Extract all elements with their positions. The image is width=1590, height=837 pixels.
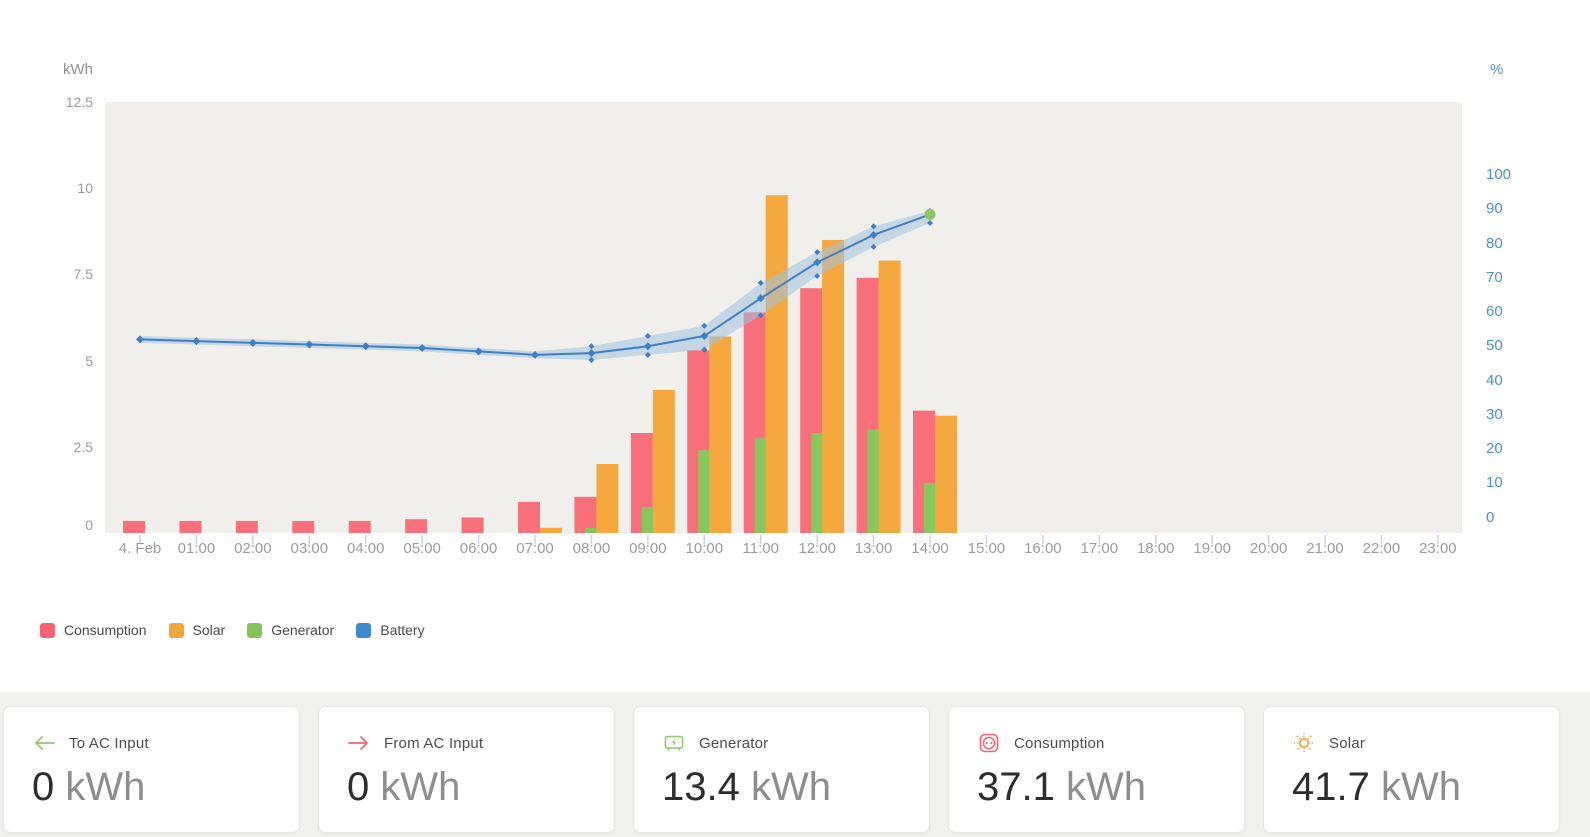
right-axis-tick: 10 [1486,474,1503,492]
right-axis-unit: % [1490,61,1504,78]
legend-item-solar[interactable]: Solar [168,622,226,638]
card-value-unit: kWh [54,765,146,809]
x-axis-label: 18:00 [1136,540,1175,557]
right-axis-tick: 100 [1486,166,1512,183]
card-value: 13.4 kWh [662,765,929,810]
card-label: Solar [1329,734,1366,752]
arrow-left-icon [32,731,56,755]
legend-swatch [356,622,372,638]
generator-icon [662,731,686,755]
battery-band [140,210,931,360]
x-axis-label: 04:00 [346,540,385,557]
x-axis-label: 23:00 [1419,540,1457,557]
x-axis-label: 22:00 [1362,540,1401,557]
right-axis-tick: 60 [1486,303,1503,320]
right-axis-tick: 30 [1486,405,1503,423]
card-value-unit: kWh [369,765,461,809]
x-axis-label: 03:00 [290,540,329,557]
x-axis-label: 08:00 [572,540,611,557]
card-label: From AC Input [384,734,484,752]
x-axis-label: 15:00 [967,540,1006,557]
left-axis-tick: 0 [85,517,93,533]
legend-label: Consumption [64,622,147,638]
left-axis-tick: 7.5 [73,266,93,282]
x-axis-label: 4. Feb [118,540,162,557]
x-axis-label: 16:00 [1024,540,1062,557]
card-value-number: 41.7 [1292,765,1370,809]
x-axis-label: 07:00 [516,540,554,557]
x-axis-label: 11:00 [742,540,779,557]
right-axis-tick: 40 [1486,371,1503,389]
legend-swatch [168,622,184,638]
legend-label: Generator [271,622,335,638]
x-axis-label: 02:00 [234,540,272,557]
socket-icon [977,731,1001,755]
x-axis-label: 06:00 [459,540,498,557]
card-label: Consumption [1014,734,1105,752]
x-axis-label: 20:00 [1249,540,1288,557]
x-axis-label: 19:00 [1193,540,1231,557]
summary-card-to-ac-input: To AC Input 0 kWh [3,706,300,833]
summary-cards-strip: To AC Input 0 kWh From AC Input 0 kWh Genera… [0,692,1590,837]
right-axis-tick: 20 [1486,440,1503,457]
card-value: 37.1 kWh [977,765,1244,810]
chart-legend: Consumption Solar Generator Battery [40,622,425,638]
summary-card-generator: Generator 13.4 kWh [633,706,930,833]
x-axis-label: 01:00 [177,540,216,557]
legend-swatch [247,622,263,638]
legend-item-consumption[interactable]: Consumption [40,622,147,638]
summary-card-from-ac-input: From AC Input 0 kWh [318,706,615,833]
left-axis-unit: kWh [63,61,93,78]
left-axis-tick: 2.5 [73,439,93,455]
summary-card-solar: Solar 41.7 kWh [1263,706,1560,833]
summary-card-consumption: Consumption 37.1 kWh [948,706,1245,833]
energy-overview-chart: kWh % 12.5 10 7.5 5 2.5 0 100 90 80 70 60 50 40 30 20… [40,61,1512,638]
card-value-unit: kWh [739,765,831,809]
battery-markers [136,207,934,363]
chart-canvas[interactable] [105,102,1462,550]
legend-item-generator[interactable]: Generator [247,622,334,638]
x-axis-label: 05:00 [403,540,441,557]
card-label: To AC Input [69,734,149,752]
left-axis-tick: 12.5 [65,94,93,110]
x-axis-label: 21:00 [1306,540,1344,557]
right-axis-tick: 80 [1486,234,1503,252]
left-axis-tick: 10 [77,180,93,196]
card-value-number: 0 [32,765,55,809]
right-axis-tick: 0 [1486,508,1495,526]
left-axis-tick: 5 [85,353,93,369]
card-value-unit: kWh [1054,765,1146,809]
x-axis-label: 13:00 [854,540,893,557]
sun-icon [1292,731,1316,755]
right-axis-tick: 90 [1486,200,1503,218]
plot-area[interactable] [105,102,1462,544]
legend-item-battery[interactable]: Battery [356,622,425,638]
card-value-unit: kWh [1369,765,1461,809]
x-axis-label: 17:00 [1080,540,1119,557]
x-axis-ticks [139,535,1439,544]
arrow-right-icon [347,731,371,755]
card-value-number: 37.1 [977,765,1055,809]
card-value: 41.7 kWh [1292,765,1559,810]
card-value-number: 13.4 [662,765,740,809]
legend-label: Battery [380,622,425,638]
x-axis-label: 12:00 [798,540,836,557]
right-axis-tick: 70 [1486,268,1503,286]
x-axis-label: 14:00 [911,540,949,557]
x-axis-label: 10:00 [685,540,724,557]
right-axis-tick: 50 [1486,337,1503,355]
card-value: 0 kWh [32,765,299,810]
x-axis-label: 09:00 [629,540,667,557]
battery-current-point[interactable] [924,208,936,220]
card-value-number: 0 [347,765,370,809]
card-value: 0 kWh [347,765,614,810]
legend-swatch [40,622,55,638]
legend-label: Solar [192,622,226,638]
card-label: Generator [699,734,769,752]
